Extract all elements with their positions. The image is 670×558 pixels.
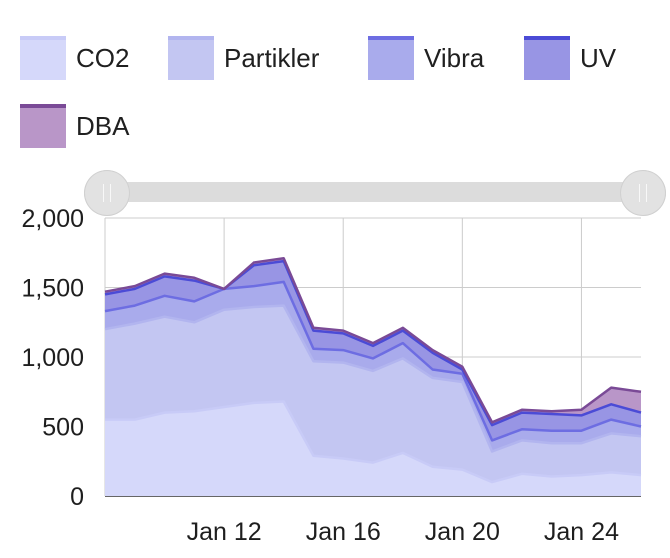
legend-item[interactable]: Vibra: [368, 36, 484, 80]
line-series-partikler: [104, 304, 642, 453]
legend-swatch: [368, 36, 414, 80]
legend-label: CO2: [76, 42, 130, 73]
line-series-dba: [104, 257, 642, 424]
area-series-co2: [105, 401, 641, 496]
y-tick-label: 1,000: [21, 344, 84, 372]
range-slider-track[interactable]: [106, 182, 644, 202]
x-tick-label: Jan 16: [306, 518, 381, 546]
y-tick-label: 0: [70, 483, 84, 511]
legend-swatch: [20, 36, 66, 80]
x-tick-label: Jan 12: [187, 518, 262, 546]
y-tick-label: 500: [42, 414, 84, 442]
series-lines: [104, 257, 642, 484]
area-series-vibra: [105, 281, 641, 452]
legend-label: DBA: [76, 110, 130, 141]
legend-item[interactable]: Partikler: [168, 36, 319, 80]
y-tick-label: 1,500: [21, 275, 84, 303]
line-series-uv: [104, 259, 642, 427]
legend-swatch: [20, 104, 66, 148]
series-areas: [105, 258, 641, 496]
area-series-partikler: [105, 305, 641, 483]
area-series-uv: [105, 261, 641, 441]
line-series-co2: [105, 400, 642, 484]
y-tick-label: 2,000: [21, 205, 84, 233]
x-tick-label: Jan 24: [544, 518, 619, 546]
line-series-vibra: [104, 280, 642, 442]
legend-swatch: [168, 36, 214, 80]
legend-label: Partikler: [224, 42, 320, 73]
legend-label: UV: [580, 42, 617, 73]
range-slider[interactable]: [84, 170, 666, 216]
legend-item[interactable]: UV: [524, 36, 616, 80]
range-slider-min-handle[interactable]: [84, 170, 130, 216]
legend-item[interactable]: CO2: [20, 36, 129, 80]
y-axis-ticks: 2,000 1,500 1,000 500 0: [21, 205, 84, 511]
legend-item[interactable]: DBA: [20, 104, 129, 148]
legend: CO2 Partikler Vibra UV DBA: [0, 0, 670, 170]
area-series-dba: [105, 258, 641, 426]
legend-swatch: [524, 36, 570, 80]
range-slider-max-handle[interactable]: [620, 170, 666, 216]
legend-label: Vibra: [424, 42, 485, 73]
x-tick-label: Jan 20: [425, 518, 500, 546]
x-axis-ticks: Jan 12 Jan 16 Jan 20 Jan 24: [187, 518, 619, 546]
